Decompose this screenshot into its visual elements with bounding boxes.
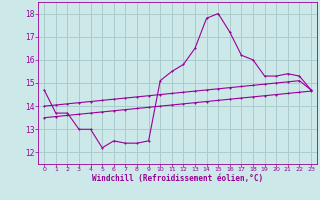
X-axis label: Windchill (Refroidissement éolien,°C): Windchill (Refroidissement éolien,°C) xyxy=(92,174,263,183)
